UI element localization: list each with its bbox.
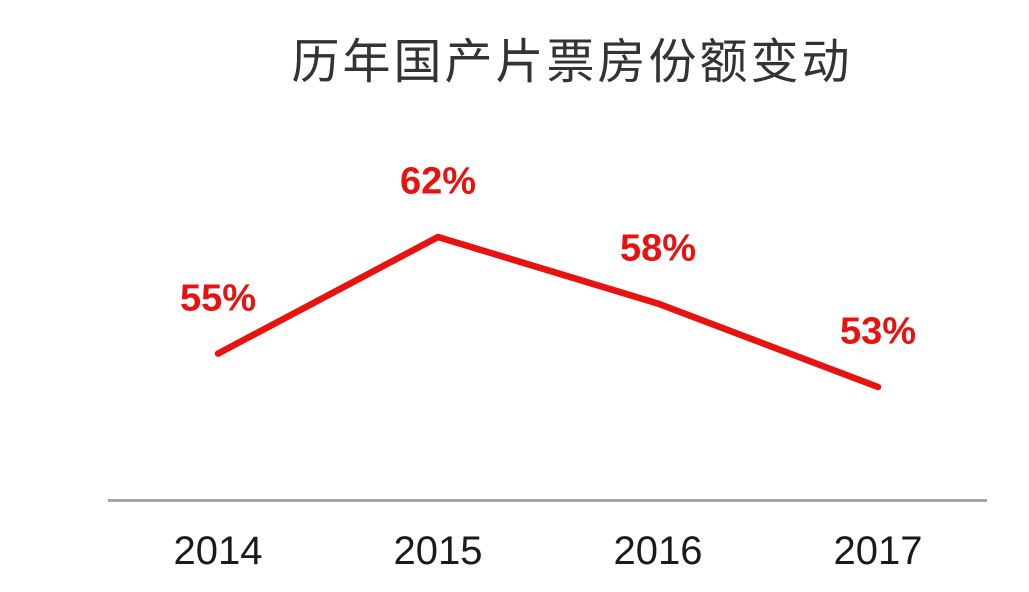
x-axis-label-2017: 2017 [833, 529, 923, 573]
data-label-2017: 53% [839, 310, 917, 353]
trend-line [214, 233, 882, 391]
x-axis-line [108, 499, 987, 502]
x-axis-label-2015: 2015 [393, 529, 483, 573]
x-axis-label-2016: 2016 [613, 529, 703, 573]
data-label-2014: 55% [179, 277, 257, 320]
x-axis-label-2014: 2014 [173, 529, 263, 573]
chart-title: 历年国产片票房份额变动 [291, 36, 853, 89]
data-label-2016: 58% [619, 227, 697, 270]
data-label-2015: 62% [399, 160, 477, 203]
